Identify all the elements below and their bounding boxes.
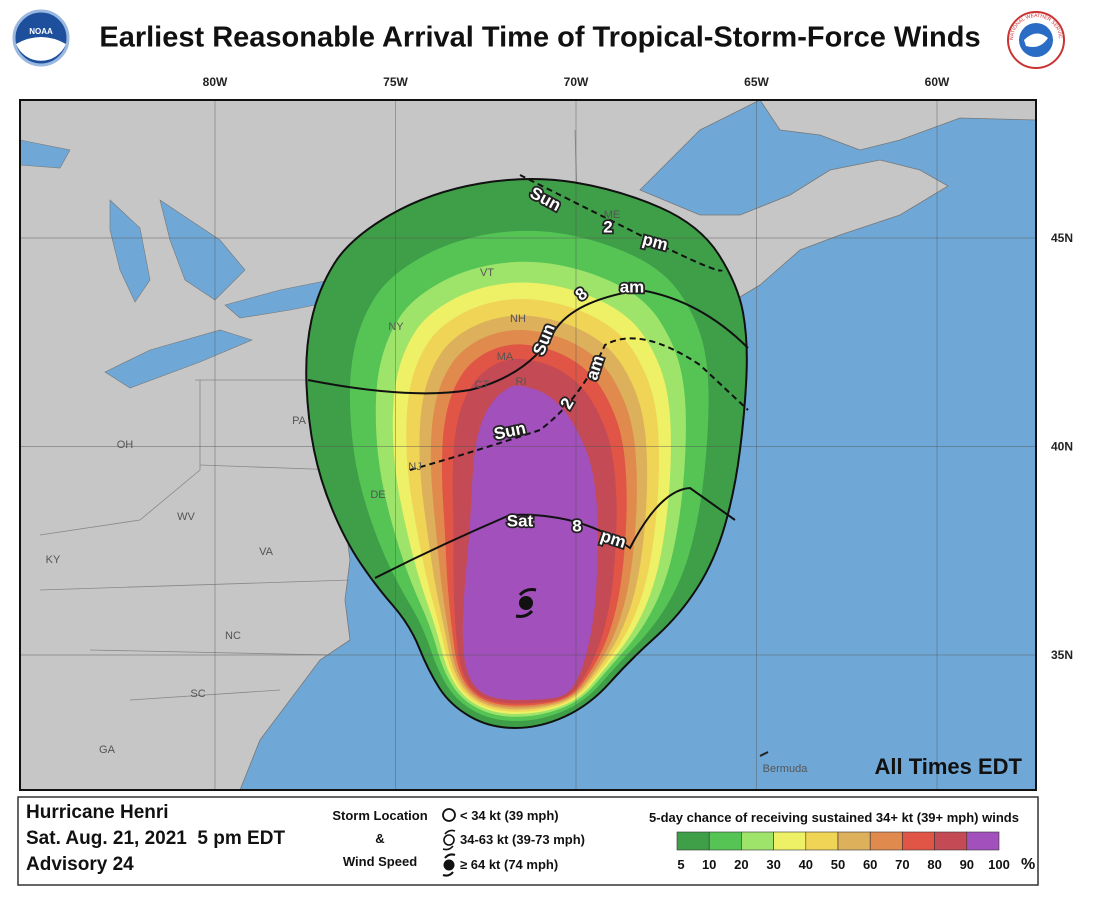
key-title: & [375, 831, 384, 846]
key-symbol [442, 853, 456, 877]
longitude-label: 80W [203, 75, 228, 89]
coordinate-labels: 80W 75W 70W 65W 60W 45N 40N 35N [203, 75, 1073, 662]
graticule [20, 100, 1036, 790]
colorbar-tick-label: 90 [960, 857, 974, 872]
time-label: 8 [572, 516, 581, 535]
colorbar-tick-label: 40 [799, 857, 813, 872]
map-frame [19, 99, 1037, 791]
contour [307, 288, 749, 395]
colorbar-tick-label: 30 [766, 857, 780, 872]
colorbar-tick-label: 100 [988, 857, 1010, 872]
time-label: am [620, 277, 645, 296]
colorbar-swatch [741, 831, 774, 851]
place-label: NC [225, 630, 241, 642]
probability-band [462, 385, 598, 700]
place-label: MA [497, 351, 514, 363]
key-title: Wind Speed [343, 854, 417, 869]
colorbar-title: 5-day chance of receiving sustained 34+ … [649, 810, 1019, 825]
logo-text: NOAA [29, 27, 53, 36]
place-label: DE [370, 489, 385, 501]
place-label: PA [292, 415, 307, 427]
key-item: ≥ 64 kt (74 mph) [460, 857, 558, 872]
key-title: Storm Location [332, 808, 427, 823]
contour [409, 337, 749, 471]
place-label: NY [388, 321, 404, 333]
key-item: 34-63 kt (39-73 mph) [460, 832, 585, 847]
land [759, 100, 1036, 151]
longitude-label: 60W [925, 75, 950, 89]
colorbar-tick-label: 5 [677, 857, 684, 872]
place-label: ME [604, 209, 621, 221]
place-label: VT [480, 267, 494, 279]
time-label: Sun [492, 418, 527, 443]
noaa-logo: NOAA [12, 9, 70, 67]
place-label: SC [190, 688, 205, 700]
place-label: Bermuda [763, 763, 809, 775]
colorbar-tick-label: 10 [702, 857, 716, 872]
storm-date: Sat. Aug. 21, 2021 5 pm EDT [26, 828, 285, 849]
place-label: VA [259, 546, 274, 558]
contour [374, 486, 736, 579]
storm-symbol [515, 588, 537, 618]
latitude-label: 45N [1051, 231, 1073, 245]
place-label: NH [510, 313, 526, 325]
time-label: 2 [603, 217, 612, 236]
colorbar-swatch [676, 831, 710, 851]
swath-outline [305, 178, 748, 730]
colorbar: 5 10 20 30 40 50 60 70 80 90 100 [676, 831, 1010, 872]
key-symbol [442, 829, 456, 851]
time-label: Sat [507, 511, 534, 530]
place-label: CT [475, 379, 490, 391]
place-label: GA [99, 744, 116, 756]
colorbar-tick-label: 60 [863, 857, 877, 872]
longitude-label: 65W [744, 75, 769, 89]
place-label: WV [177, 511, 195, 523]
place-label: KY [46, 554, 61, 566]
colorbar-tick-label: 20 [734, 857, 748, 872]
longitude-label: 75W [383, 75, 408, 89]
place-label: OH [117, 439, 134, 451]
colorbar-tick-label: 50 [831, 857, 845, 872]
time-note: All Times EDT [874, 754, 1022, 779]
title: Earliest Reasonable Arrival Time of Trop… [99, 22, 980, 54]
colorbar-swatch [902, 831, 935, 851]
colorbar-swatch [934, 831, 968, 851]
colorbar-tick-label: 70 [895, 857, 909, 872]
colorbar-tick-label: 80 [927, 857, 941, 872]
place-label: NJ [408, 461, 421, 473]
latitude-label: 40N [1051, 440, 1073, 454]
map: ME VT NH NY MA CT RI PA NJ DE OH WV VA K… [20, 100, 1036, 790]
storm-name: Hurricane Henri [26, 802, 169, 823]
colorbar-swatch [869, 831, 903, 851]
longitude-label: 70W [564, 75, 589, 89]
colorbar-swatch [966, 831, 1000, 851]
bermuda-island [759, 751, 769, 757]
arrival-contours [307, 174, 749, 579]
contour [519, 174, 723, 272]
colorbar-swatch [773, 831, 807, 851]
latitude-label: 35N [1051, 648, 1073, 662]
advisory: Advisory 24 [26, 854, 134, 875]
colorbar-swatch [805, 831, 839, 851]
legend: Hurricane Henri Sat. Aug. 21, 2021 5 pm … [17, 796, 1039, 886]
key-symbol [442, 808, 456, 822]
place-label: RI [516, 376, 527, 388]
key-item: < 34 kt (39 mph) [460, 808, 559, 823]
colorbar-unit: % [1021, 856, 1035, 873]
colorbar-swatch [708, 831, 742, 851]
colorbar-swatch [837, 831, 871, 851]
